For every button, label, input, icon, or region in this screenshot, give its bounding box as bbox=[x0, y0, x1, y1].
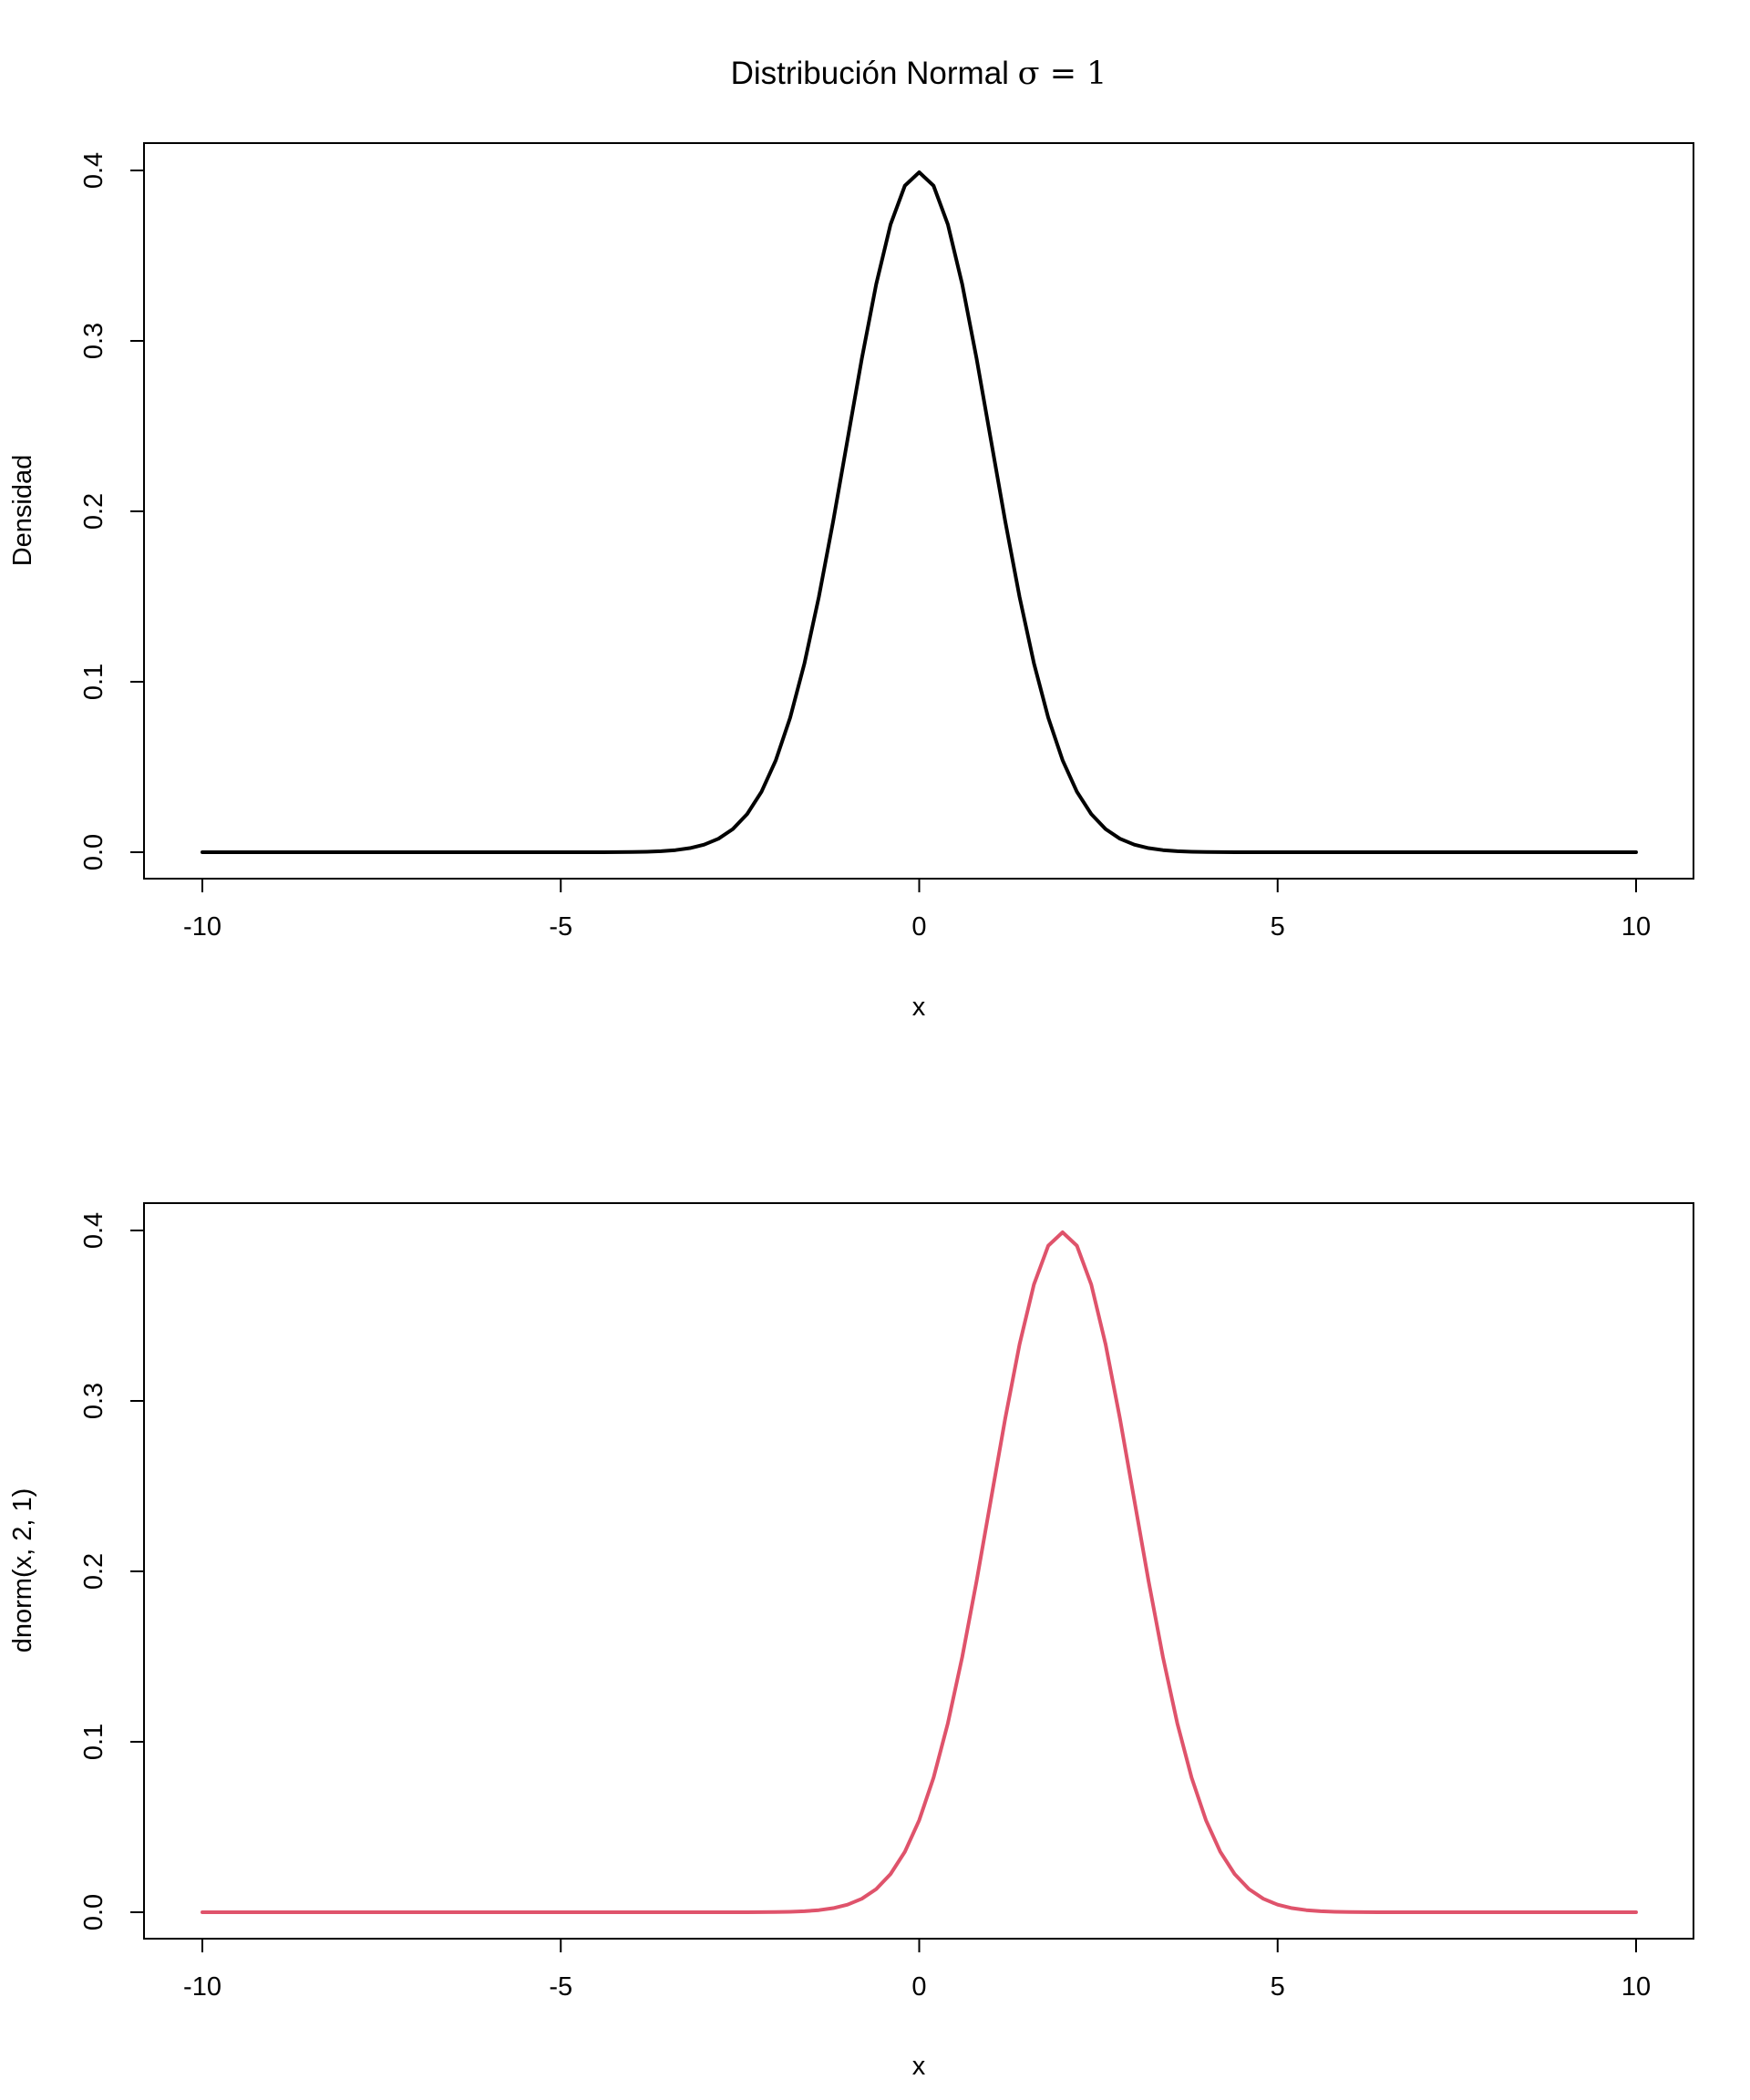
x-tick-label-bottom: -10 bbox=[183, 1972, 221, 2002]
y-tick-label-top: 0.4 bbox=[79, 152, 108, 189]
x-tick-label-top: 5 bbox=[1271, 912, 1285, 942]
x-tick-label-bottom: -5 bbox=[549, 1972, 572, 2002]
main-title-text: Distribución Normal bbox=[731, 56, 1018, 91]
x-tick-label-top: -10 bbox=[183, 912, 221, 942]
x-tick-label-top: -5 bbox=[549, 912, 572, 942]
main-title-sigma: σ = 1 bbox=[1018, 56, 1107, 92]
y-tick-label-bottom: 0.4 bbox=[79, 1212, 108, 1249]
y-tick-label-top: 0.3 bbox=[79, 323, 108, 359]
series-line-bottom bbox=[201, 1230, 1638, 1914]
x-axis-top: -10 -5 0 5 10 bbox=[183, 878, 1651, 942]
x-axis-title-top: x bbox=[912, 993, 926, 1022]
panel-top: -10 -5 0 5 10 0.0 0.1 0.2 0.3 0.4 x Densidad bbox=[8, 142, 1694, 1022]
y-axis-bottom: 0.0 0.1 0.2 0.3 0.4 bbox=[79, 1212, 145, 1930]
x-tick-label-top: 0 bbox=[911, 912, 926, 942]
y-tick-label-bottom: 0.3 bbox=[79, 1383, 108, 1419]
y-axis-title-top: Densidad bbox=[8, 455, 37, 567]
x-tick-label-bottom: 5 bbox=[1271, 1972, 1285, 2002]
y-tick-label-top: 0.2 bbox=[79, 493, 108, 530]
series-line-top bbox=[201, 170, 1638, 854]
y-axis-title-bottom: dnorm(x, 2, 1) bbox=[8, 1488, 37, 1653]
main-title: Distribución Normal σ = 1 bbox=[731, 56, 1107, 92]
y-axis-top: 0.0 0.1 0.2 0.3 0.4 bbox=[79, 152, 145, 870]
x-axis-bottom: -10 -5 0 5 10 bbox=[183, 1938, 1651, 2002]
panel-bottom: -10 -5 0 5 10 0.0 0.1 0.2 0.3 0.4 x dnorm(x, 2, … bbox=[8, 1202, 1694, 2081]
y-tick-label-bottom: 0.0 bbox=[79, 1894, 108, 1930]
y-tick-label-bottom: 0.2 bbox=[79, 1553, 108, 1590]
x-axis-title-bottom: x bbox=[912, 2052, 926, 2081]
y-tick-label-bottom: 0.1 bbox=[79, 1724, 108, 1760]
y-tick-label-top: 0.0 bbox=[79, 834, 108, 870]
y-tick-label-top: 0.1 bbox=[79, 664, 108, 700]
x-tick-label-bottom: 0 bbox=[911, 1972, 926, 2002]
x-tick-label-top: 10 bbox=[1621, 912, 1651, 942]
x-tick-label-bottom: 10 bbox=[1621, 1972, 1651, 2002]
